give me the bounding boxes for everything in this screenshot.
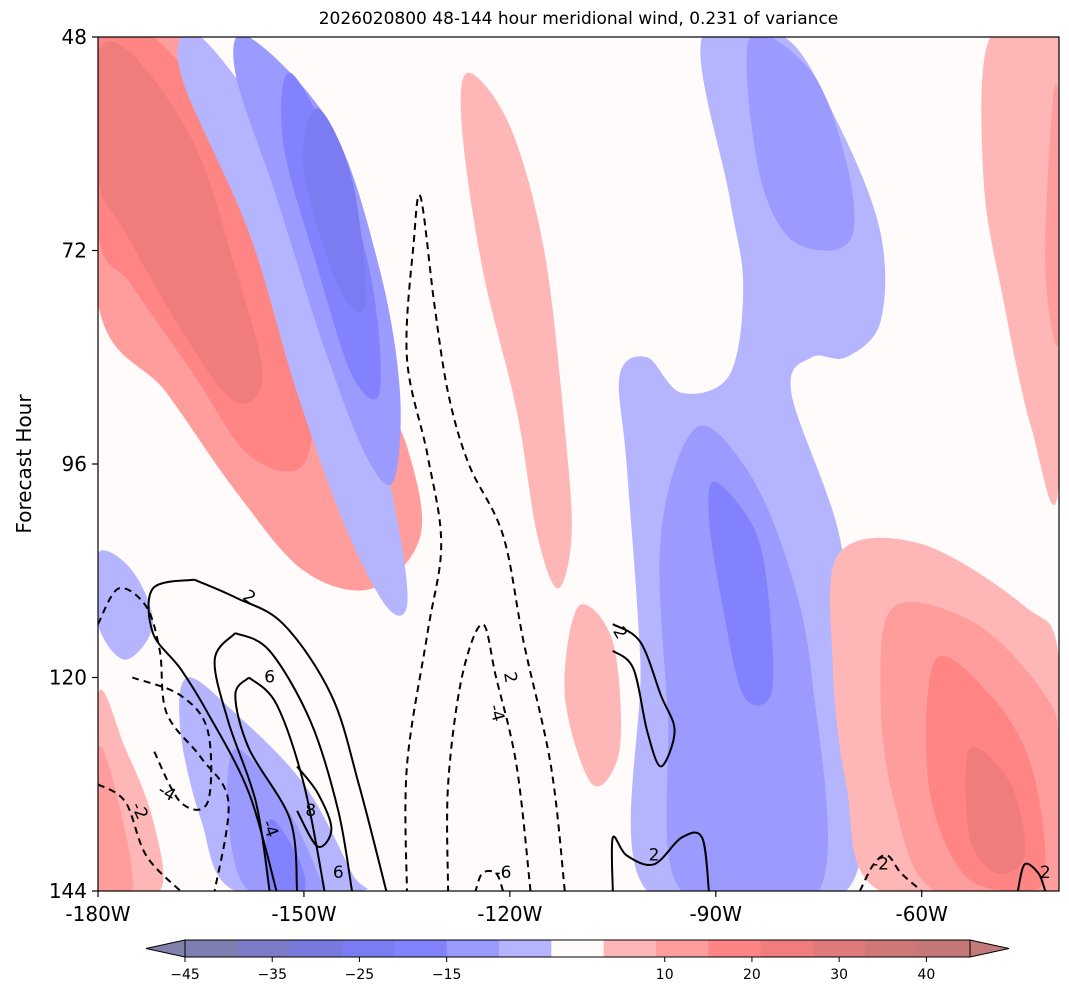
positive-contour-line xyxy=(248,676,326,891)
colorbar-bin xyxy=(342,940,395,957)
contour-label: -4 xyxy=(257,817,282,840)
filled-region xyxy=(981,37,1059,505)
filled-contours xyxy=(98,37,1059,891)
colorbar-tick-label: −25 xyxy=(345,967,375,983)
colorbar-bin xyxy=(289,940,343,957)
positive-contour-line xyxy=(234,632,353,891)
filled-region xyxy=(177,37,408,616)
y-tick-label: 72 xyxy=(62,239,87,263)
positive-contour-line xyxy=(1016,862,1047,891)
colorbar-tick-label: 10 xyxy=(656,967,674,983)
colorbar-bin xyxy=(551,940,605,957)
positive-contour-line xyxy=(234,676,299,891)
filled-region xyxy=(98,41,263,404)
contour-label: -4 xyxy=(484,702,508,724)
x-tick-label: -90W xyxy=(690,902,743,926)
colorbar-bin xyxy=(656,940,709,957)
y-axis: 48 72 96 120 144 xyxy=(49,25,98,903)
contour-label: 2 xyxy=(499,670,521,684)
negative-contour-line xyxy=(404,194,566,891)
filled-region xyxy=(1045,83,1059,347)
colorbar-bin xyxy=(813,940,866,957)
filled-region xyxy=(98,550,153,660)
x-tick-label: -150W xyxy=(271,902,336,926)
filled-region xyxy=(460,72,572,589)
colorbar-tick-label: −35 xyxy=(257,967,287,983)
positive-contour-line xyxy=(610,831,710,891)
contour-lines xyxy=(98,194,1047,891)
filled-region xyxy=(965,746,1026,874)
contour-label: 6 xyxy=(264,668,275,688)
contour-label: 2 xyxy=(649,845,660,865)
negative-contour-line xyxy=(98,783,182,891)
colorbar-tick-label: 20 xyxy=(743,967,761,983)
negative-contour-line xyxy=(859,854,923,891)
contour-label: 2 xyxy=(1040,863,1051,883)
x-tick-label: -120W xyxy=(477,902,542,926)
filled-region xyxy=(746,37,855,251)
x-tick-label: -60W xyxy=(895,902,948,926)
colorbar-bin xyxy=(499,940,552,957)
contour-label: -2 xyxy=(872,854,889,874)
y-tick-label: 48 xyxy=(62,25,87,49)
colorbar-bin xyxy=(760,940,814,957)
positive-contour-line xyxy=(147,578,278,891)
positive-contour-line xyxy=(296,765,333,848)
negative-contour-line xyxy=(131,676,213,811)
colorbar-bin xyxy=(917,940,971,957)
colorbar-tick-label: −15 xyxy=(432,967,462,983)
chart-title: 2026020800 48-144 hour meridional wind, … xyxy=(318,9,839,29)
negative-contour-line xyxy=(98,587,230,891)
y-tick-label: 96 xyxy=(62,452,87,476)
colorbar-over-extension xyxy=(969,939,1010,958)
colorbar-bin xyxy=(446,940,500,957)
positive-contour-line xyxy=(213,632,271,891)
colorbar-bin xyxy=(708,940,762,957)
contour-label: 6 xyxy=(333,863,344,883)
filled-region xyxy=(98,745,133,891)
positive-contour-line xyxy=(193,578,388,891)
colorbar-tick-label: 40 xyxy=(917,967,935,983)
filled-region xyxy=(564,604,622,787)
positive-contour-line xyxy=(612,623,676,768)
x-axis: -180W -150W -120W -90W -60W xyxy=(65,891,948,926)
y-tick-label: 144 xyxy=(49,879,87,903)
colorbar-bin xyxy=(394,940,448,957)
filled-region xyxy=(708,481,774,706)
negative-contour-line xyxy=(474,869,504,891)
filled-region xyxy=(303,108,367,313)
contour-label: -2 xyxy=(127,799,152,823)
colorbar-tick-label: 30 xyxy=(830,967,848,983)
colorbar-bin xyxy=(865,940,919,957)
colorbar-frame xyxy=(184,939,971,958)
colorbar-bin xyxy=(237,940,291,957)
colorbar-tick-label: −45 xyxy=(170,967,200,983)
x-tick-label: -180W xyxy=(65,902,130,926)
y-tick-label: 120 xyxy=(49,666,87,690)
colorbar-under-extension xyxy=(145,939,186,958)
contour-label: 8 xyxy=(305,801,316,821)
colorbar-bin xyxy=(603,940,657,957)
colorbar-bin xyxy=(185,940,238,957)
contour-label: -6 xyxy=(495,863,512,883)
colorbar: −45 −35 −25 −15 10 20 30 40 xyxy=(145,939,1010,983)
negative-contour-line xyxy=(446,623,532,891)
filled-region xyxy=(179,677,368,891)
